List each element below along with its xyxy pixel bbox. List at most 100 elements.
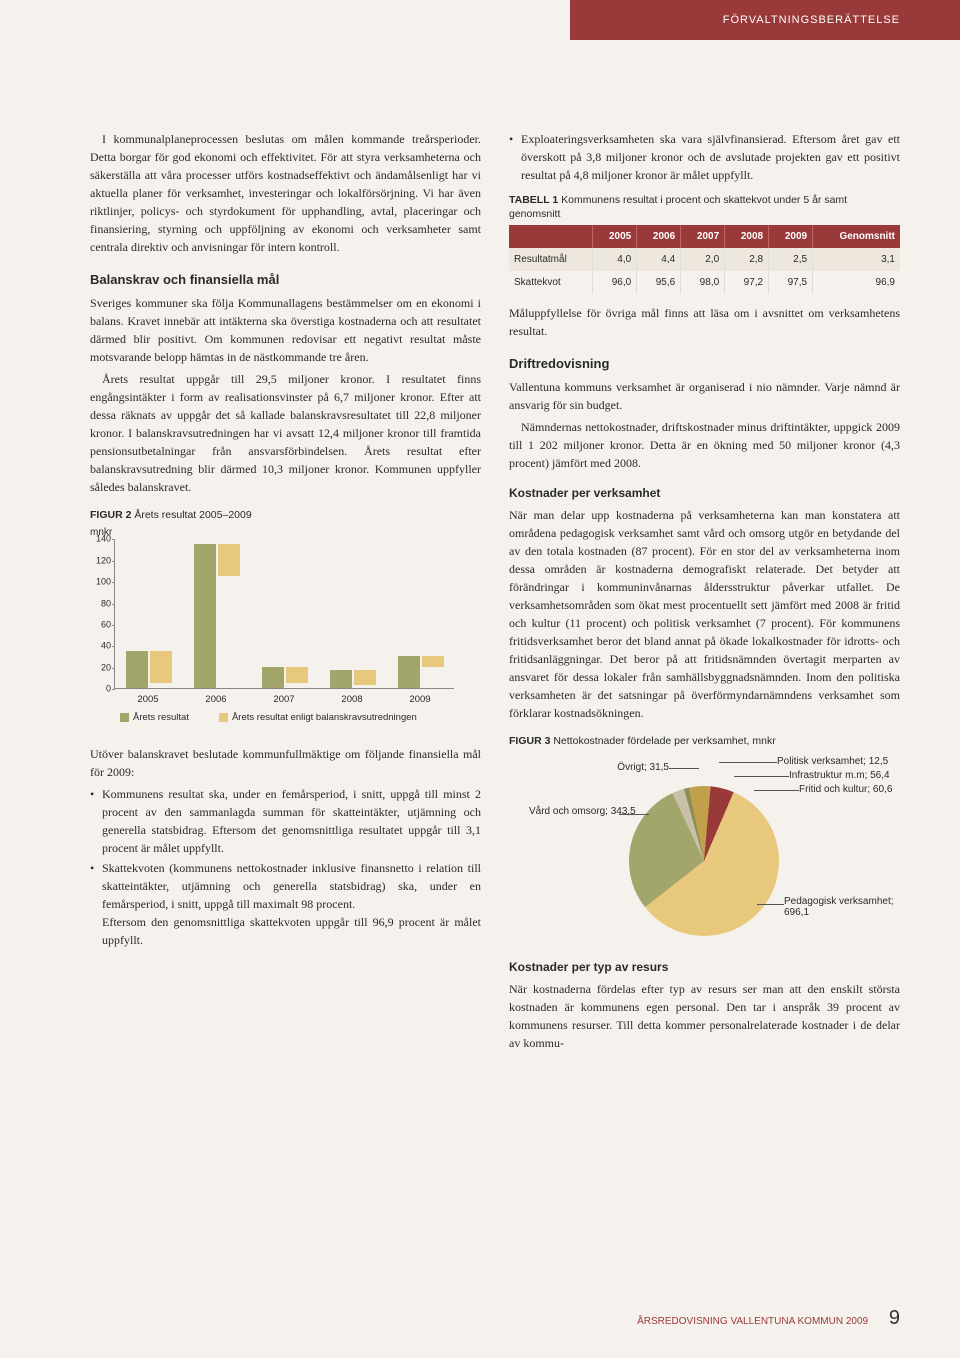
y-tick-label: 20 (93, 661, 111, 675)
bar-group (121, 651, 177, 689)
section-label: FÖRVALTNINGSBERÄTTELSE (723, 14, 900, 26)
x-tick-label: 2009 (392, 693, 448, 707)
table-header-cell: 2005 (593, 225, 637, 248)
table-header-cell: 2008 (725, 225, 769, 248)
pie-slice-label: Politisk verksamhet; 12,5 (777, 756, 917, 768)
page-footer: ÅRSREDOVISNING VALLENTUNA KOMMUN 2009 9 (637, 1307, 900, 1330)
pie-leader-line (719, 762, 777, 763)
y-tick-label: 100 (93, 575, 111, 589)
para: Vallentuna kommuns verksamhet är organis… (509, 378, 900, 414)
para: När man delar upp kostnaderna på verksam… (509, 506, 900, 722)
pie-slice-label: Fritid och kultur; 60,6 (799, 784, 939, 796)
page-number: 9 (889, 1307, 900, 1329)
list-item: Kommunens resultat ska, under en femårsp… (90, 785, 481, 857)
figure2-bar-chart: mnkr 020406080100120140 Årets resultatÅr… (90, 525, 460, 735)
x-tick-label: 2005 (120, 693, 176, 707)
table-cell: 2,5 (769, 248, 813, 271)
table-header-cell: 2007 (681, 225, 725, 248)
table1: 20052006200720082009GenomsnittResultatmå… (509, 225, 900, 294)
bar-group (257, 667, 313, 688)
bar-group (189, 544, 245, 689)
figure3-pie-chart: Övrigt; 31,5Politisk verksamhet; 12,5Inf… (509, 756, 889, 946)
pie-leader-line (734, 776, 789, 777)
bar (330, 670, 352, 688)
para: Årets resultat uppgår till 29,5 miljoner… (90, 370, 481, 496)
figure3-caption: FIGUR 3 Nettokostnader fördelade per ver… (509, 734, 900, 750)
table-cell: 3,1 (813, 248, 900, 271)
para: Måluppfyllelse för övriga mål finns att … (509, 304, 900, 340)
legend-label: Årets resultat (133, 712, 189, 723)
bar-group (325, 670, 381, 688)
bullet-list: Exploateringsverksamheten ska vara själv… (509, 130, 900, 184)
para: Nämndernas nettokostnader, driftskostnad… (509, 418, 900, 472)
financial-goals-list: Kommunens resultat ska, under en femårsp… (90, 785, 481, 949)
heading-drift: Driftredovisning (509, 354, 900, 374)
bar (422, 656, 444, 667)
table-cell: 2,8 (725, 248, 769, 271)
y-tick-label: 40 (93, 640, 111, 654)
bar (150, 651, 172, 683)
pie-slice-label: Infrastruktur m.m; 56,4 (789, 770, 929, 782)
bar (218, 544, 240, 576)
para: Utöver balanskravet beslutade kommunfull… (90, 745, 481, 781)
legend-swatch (120, 713, 129, 722)
pie-slice-label: Pedagogisk verksamhet; 696,1 (784, 896, 904, 919)
heading-kostr: Kostnader per typ av resurs (509, 958, 900, 976)
table-cell: 98,0 (681, 271, 725, 294)
legend-label: Årets resultat enligt balanskravsutredni… (232, 712, 417, 723)
table-header-cell: Genomsnitt (813, 225, 900, 248)
table-cell: 96,9 (813, 271, 900, 294)
pie-graphic (629, 786, 779, 936)
y-tick-label: 140 (93, 533, 111, 547)
x-tick-label: 2006 (188, 693, 244, 707)
bar (354, 670, 376, 685)
table-cell: Resultatmål (509, 248, 593, 271)
bar (286, 667, 308, 683)
table-header-cell: 2009 (769, 225, 813, 248)
pie-leader-line (669, 768, 699, 769)
y-tick-label: 80 (93, 597, 111, 611)
left-column: I kommunalplaneprocessen beslutas om mål… (90, 130, 481, 1056)
table-cell: 2,0 (681, 248, 725, 271)
pie-slice-label: Vård och omsorg; 343,5 (529, 806, 639, 818)
right-column: Exploateringsverksamheten ska vara själv… (509, 130, 900, 1056)
bar (194, 544, 216, 689)
table1-caption: TABELL 1 Kommunens resultat i procent oc… (509, 194, 900, 221)
heading-kostv: Kostnader per verksamhet (509, 484, 900, 502)
table-cell: 95,6 (637, 271, 681, 294)
section-header: FÖRVALTNINGSBERÄTTELSE (570, 0, 960, 40)
pie-leader-line (754, 790, 799, 791)
table-cell: 4,4 (637, 248, 681, 271)
table-row: Resultatmål4,04,42,02,82,53,1 (509, 248, 900, 271)
y-tick-label: 120 (93, 554, 111, 568)
table-cell: 97,5 (769, 271, 813, 294)
footer-text: ÅRSREDOVISNING VALLENTUNA KOMMUN 2009 (637, 1316, 868, 1327)
para: Sveriges kommuner ska följa Kommunallage… (90, 294, 481, 366)
para: I kommunalplaneprocessen beslutas om mål… (90, 130, 481, 256)
pie-leader-line (619, 814, 649, 815)
list-item: Exploateringsverksamheten ska vara själv… (509, 130, 900, 184)
list-item: Skattekvoten (kommunens nettokostnader i… (90, 859, 481, 949)
pie-slice-label: Övrigt; 31,5 (589, 762, 669, 774)
bar (126, 651, 148, 689)
x-tick-label: 2007 (256, 693, 312, 707)
x-tick-label: 2008 (324, 693, 380, 707)
legend-swatch (219, 713, 228, 722)
table-cell: Skattekvot (509, 271, 593, 294)
legend-item: Årets resultat (120, 711, 189, 725)
table-row: Skattekvot96,095,698,097,297,596,9 (509, 271, 900, 294)
bar (398, 656, 420, 688)
heading-balanskrav: Balanskrav och finansiella mål (90, 270, 481, 290)
legend-item: Årets resultat enligt balanskravsutredni… (219, 711, 417, 725)
para: När kostnaderna fördelas efter typ av re… (509, 980, 900, 1052)
table-header-cell: 2006 (637, 225, 681, 248)
table-header-cell (509, 225, 593, 248)
bar-group (393, 656, 449, 688)
figure2-caption: FIGUR 2 Årets resultat 2005–2009 (90, 508, 481, 524)
table-cell: 96,0 (593, 271, 637, 294)
y-tick-label: 60 (93, 618, 111, 632)
chart-plot-area: 020406080100120140 (114, 539, 454, 689)
bar (262, 667, 284, 688)
table-cell: 4,0 (593, 248, 637, 271)
content-columns: I kommunalplaneprocessen beslutas om mål… (90, 130, 900, 1056)
